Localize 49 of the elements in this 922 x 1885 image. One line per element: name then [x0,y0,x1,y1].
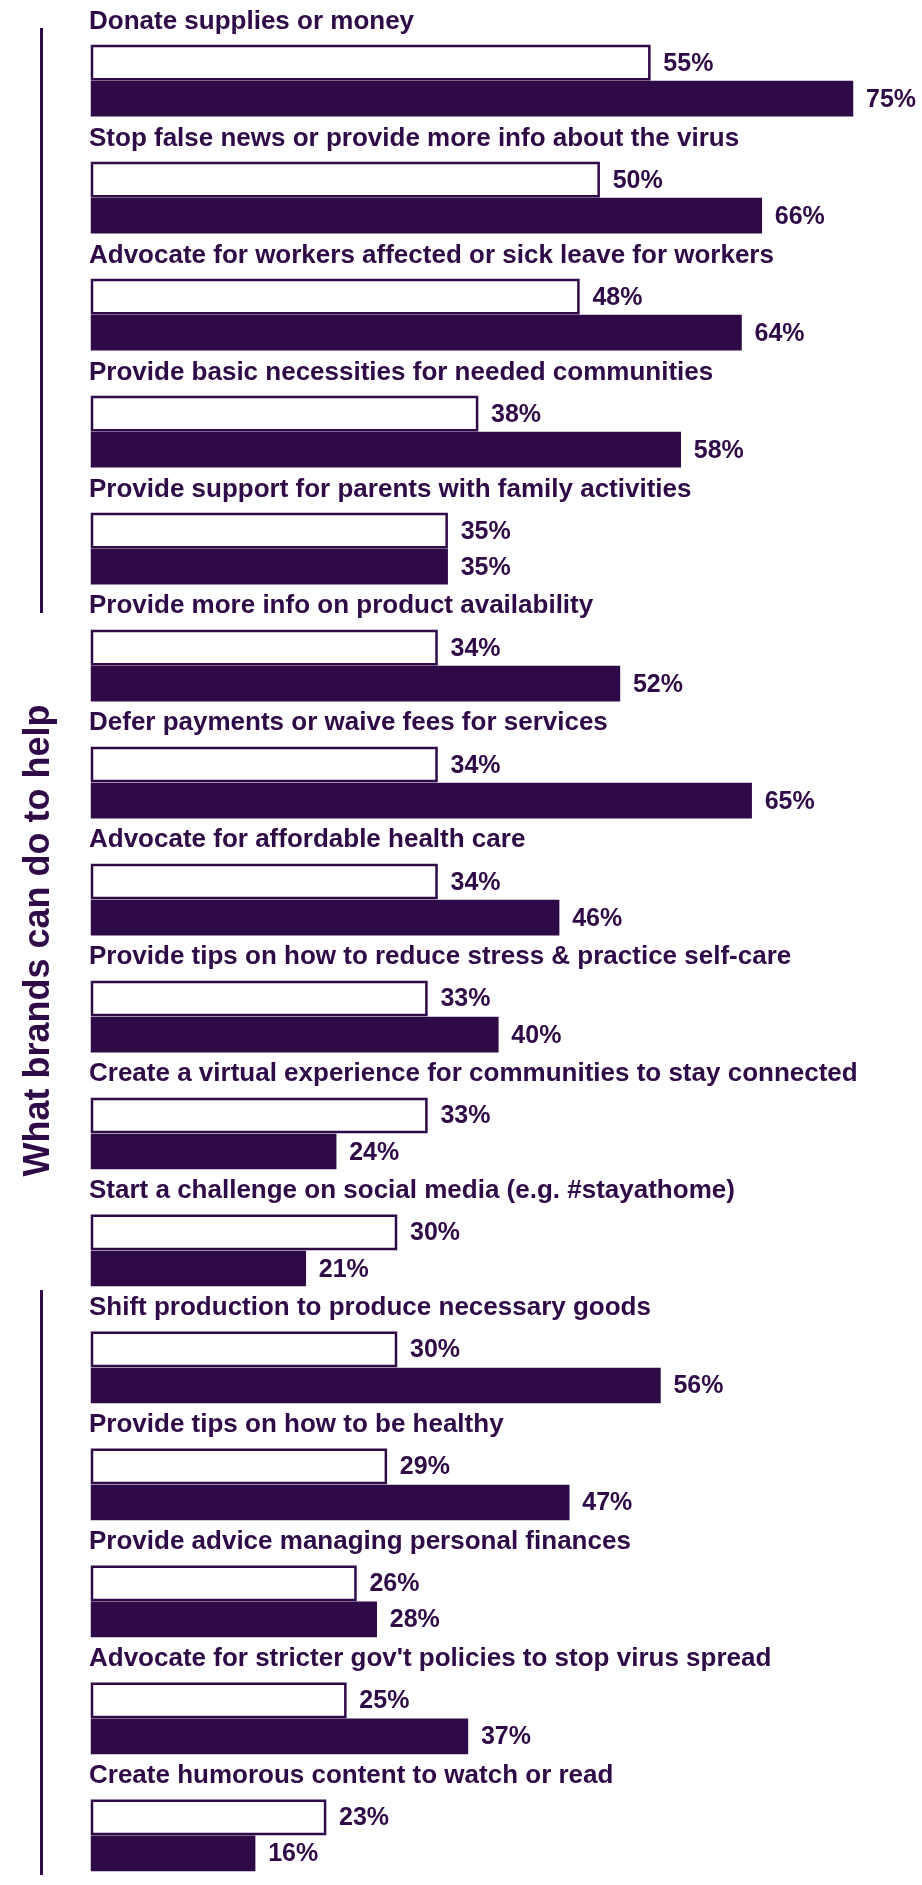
data-label: 50% [612,164,663,193]
y-tick-label: Shift production to produce necessary goods [89,1291,651,1322]
data-label: 34% [450,632,501,661]
data-label: 47% [582,1487,633,1516]
data-label: 30% [410,1217,461,1246]
y-tick-label: Provide advice managing personal finances [89,1525,631,1556]
data-label: 24% [349,1136,400,1165]
data-label: 58% [693,434,744,463]
y-tick-label: Advocate for stricter gov't policies to stop virus spread [89,1642,772,1673]
y-tick-label: Defer payments or waive fees for services [89,706,608,737]
data-label: 33% [440,983,491,1012]
data-label: 55% [663,47,714,76]
data-label: 34% [450,749,501,778]
y-tick-label: Provide tips on how to be healthy [89,1408,505,1439]
y-tick-label: Provide more info on product availability [89,589,594,620]
data-label: 33% [440,1100,491,1129]
y-tick-label: Create humorous content to watch or read [89,1759,614,1790]
y-tick-label: Create a virtual experience for communities to stay connected [89,1057,858,1088]
data-label: 16% [268,1838,319,1867]
y-tick-label: Provide support for parents with family activities [89,472,692,503]
data-label: 66% [774,200,825,229]
data-label: 37% [480,1721,531,1750]
data-label: 23% [339,1802,390,1831]
data-label: 46% [572,902,623,931]
data-label: 52% [632,668,683,697]
y-tick-label: Provide basic necessities for needed communities [89,355,714,386]
y-tick-label: Donate supplies or money [89,4,415,35]
data-label: 75% [866,83,917,112]
y-tick-label: Advocate for workers affected or sick leave for workers [89,238,774,269]
data-label: 21% [318,1253,369,1282]
data-label: 26% [369,1568,420,1597]
data-label: 28% [389,1604,440,1633]
y-tick-label: Stop false news or provide more info about the virus [89,121,740,152]
data-label: 29% [399,1451,450,1480]
data-label: 35% [460,515,511,544]
data-label: 48% [592,281,643,310]
y-tick-label: Start a challenge on social media (e.g. #stayathome) [89,1174,735,1205]
y-tick-label: Advocate for affordable health care [89,823,526,854]
data-label: 30% [410,1334,461,1363]
data-label: 34% [450,866,501,895]
data-label: 64% [754,317,805,346]
data-label: 38% [491,398,542,427]
data-label: 56% [673,1370,724,1399]
data-label: 65% [764,785,815,814]
data-label: 25% [359,1685,410,1714]
y-axis-title: What brands can do to help [15,704,57,1177]
data-label: 40% [511,1019,562,1048]
y-tick-label: Provide tips on how to reduce stress & practice self-care [89,940,792,971]
data-label: 35% [460,551,511,580]
